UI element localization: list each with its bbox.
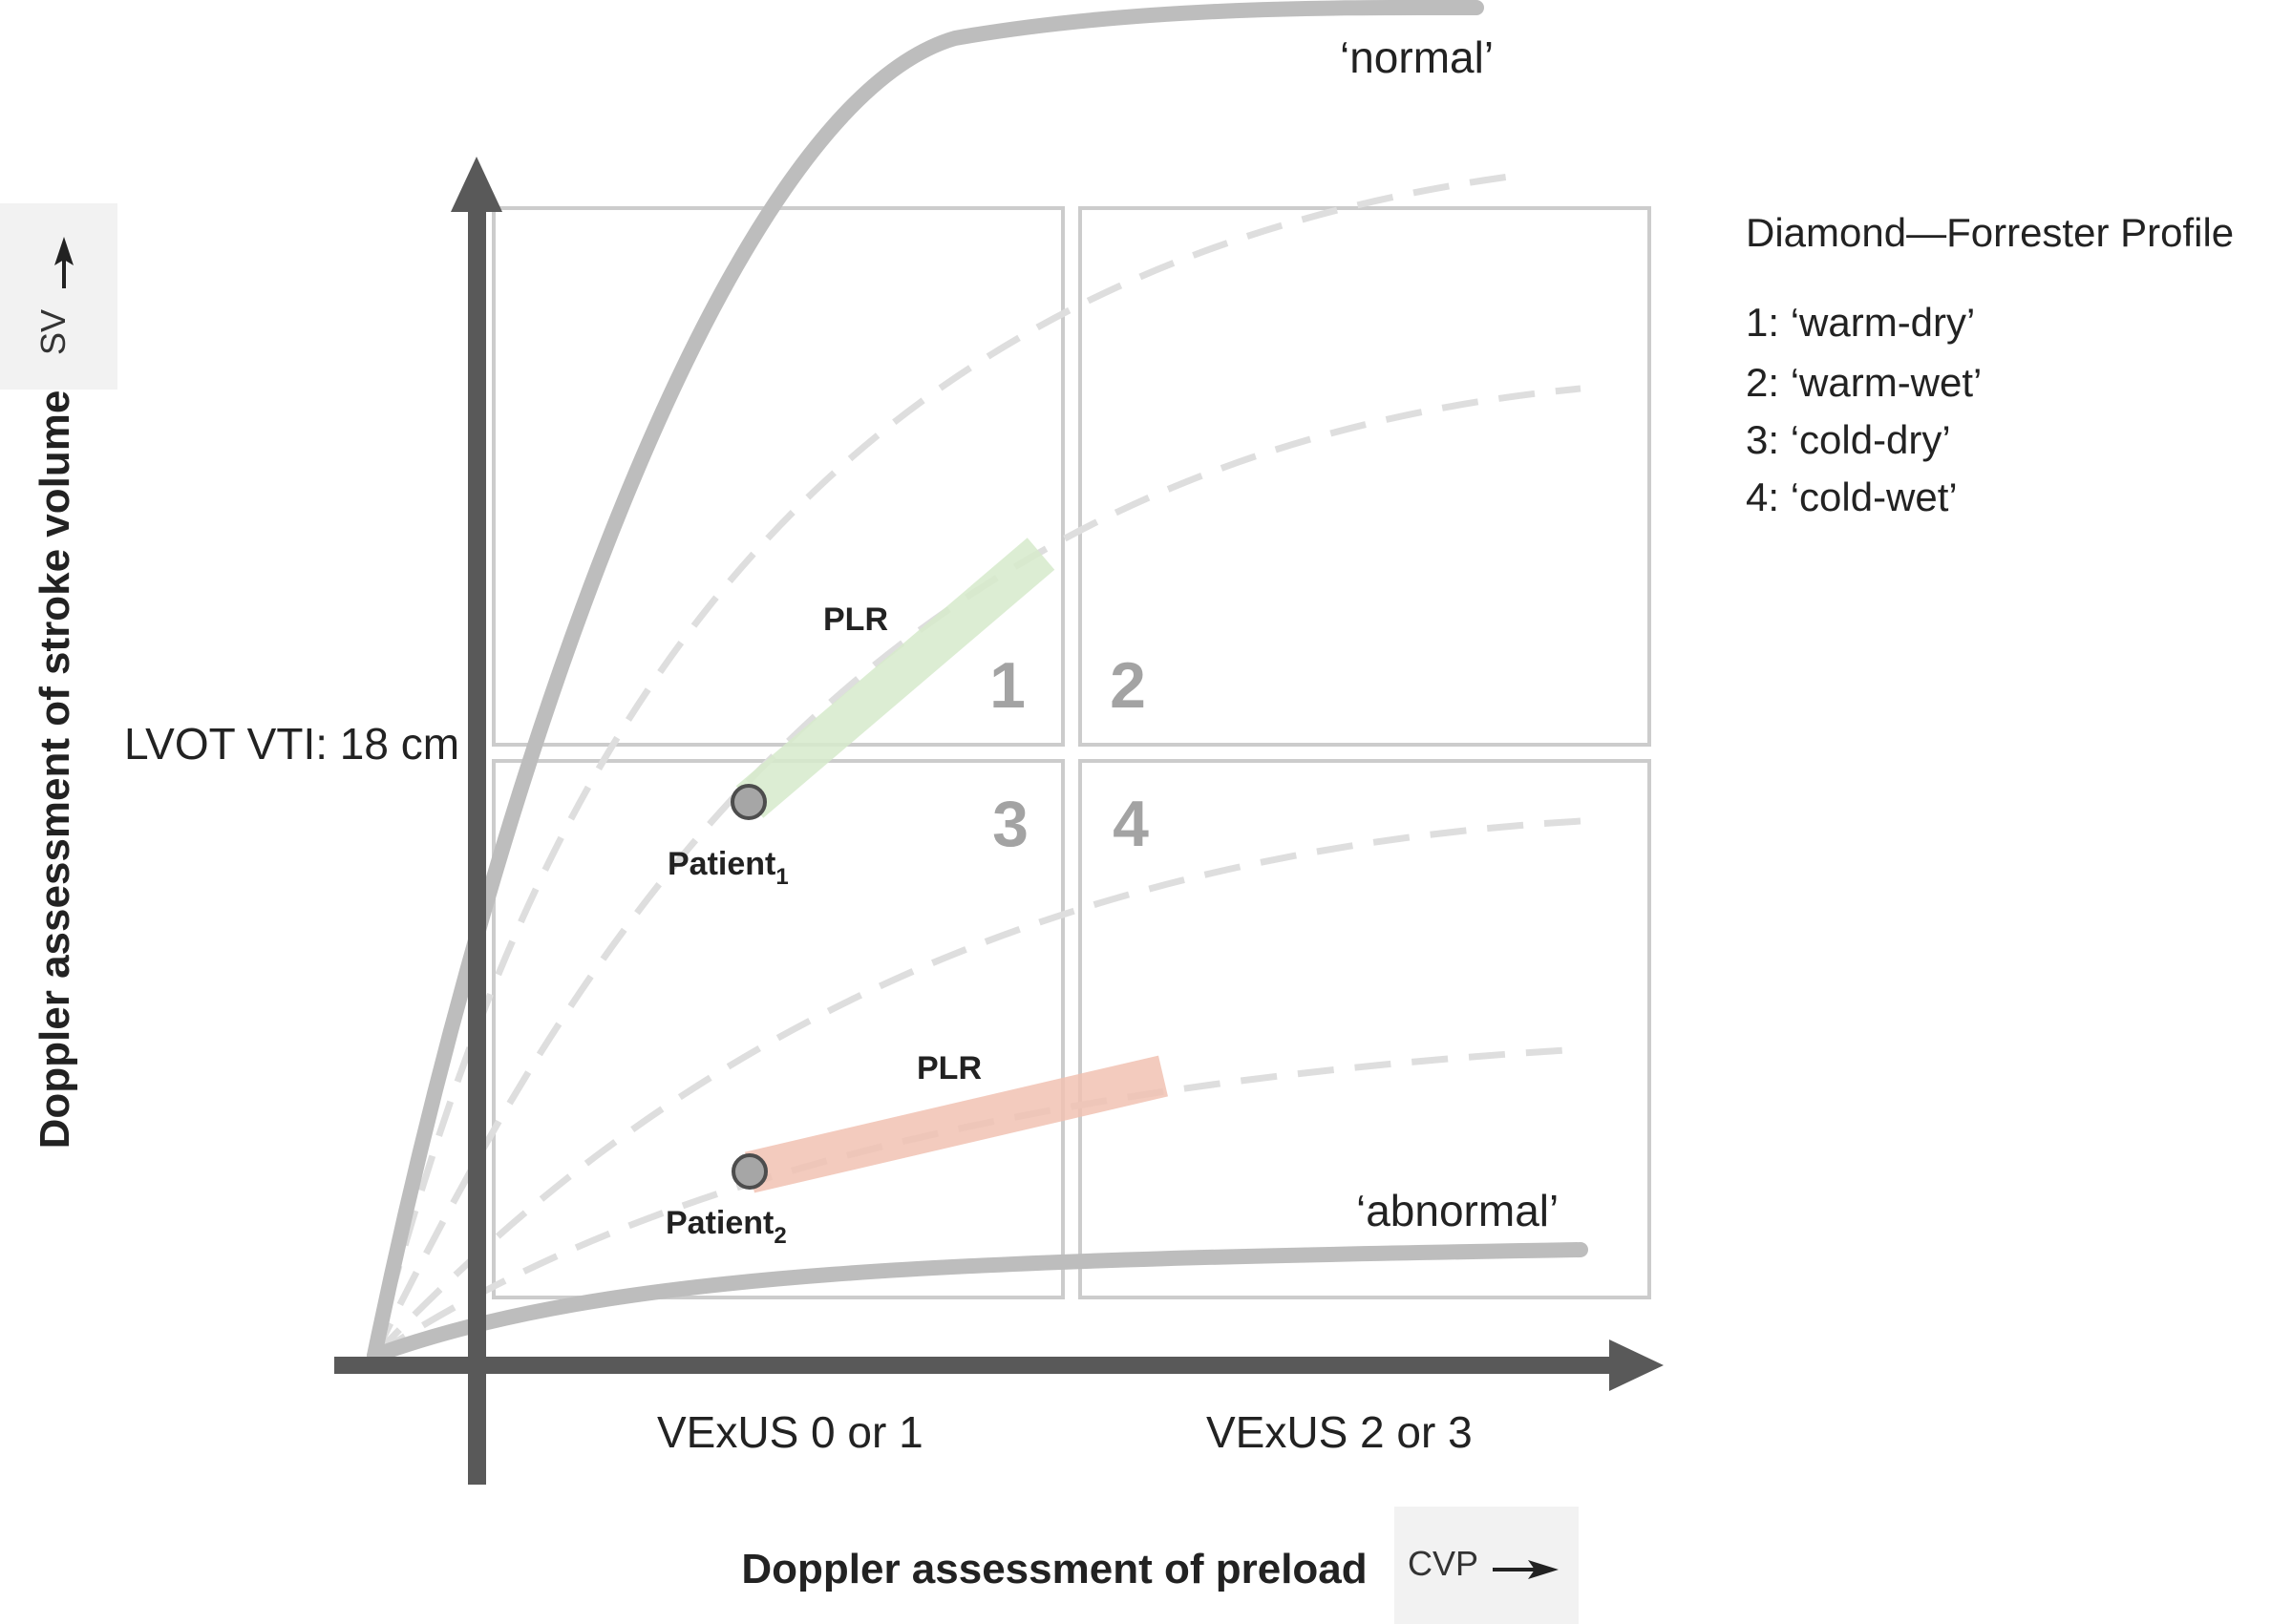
abnormal-curve (367, 1242, 1588, 1363)
y-axis-arrowhead (451, 157, 502, 212)
quadrant-number-3: 3 (992, 788, 1029, 860)
quadrant-4-box (1078, 759, 1651, 1299)
quadrant-number-4: 4 (1113, 788, 1149, 860)
x-axis-line (334, 1357, 1624, 1374)
y-axis-title: Doppler assessment of stroke volume (32, 390, 78, 1149)
x-left-category-label: VExUS 0 or 1 (657, 1407, 923, 1457)
patient-1-label: Patient1 (668, 846, 789, 890)
normal-curve (367, 0, 1484, 1363)
legend-title: Diamond—Forrester Profile (1746, 210, 2234, 255)
legend-item-2: 2: ‘warm-wet’ (1746, 360, 1982, 405)
frank-starling-curves (367, 0, 1588, 1363)
patient-1-name: Patient (668, 846, 775, 882)
normal-curve-label: ‘normal’ (1340, 32, 1494, 82)
legend-item-1: 1: ‘warm-dry’ (1746, 300, 1975, 345)
plr-band-patient-2 (745, 1055, 1168, 1193)
dashed-curve-3 (371, 817, 1581, 1359)
plr-label-patient-1: PLR (823, 601, 888, 638)
patient-2-dot (732, 1153, 768, 1190)
legend-item-3: 3: ‘cold-dry’ (1746, 417, 1951, 462)
plr-label-patient-2: PLR (917, 1050, 982, 1086)
patient-2-subscript: 2 (774, 1223, 786, 1249)
patient-2-name: Patient (666, 1205, 774, 1241)
plr-bands (735, 538, 1168, 1193)
cvp-box-background (1394, 1507, 1579, 1624)
sv-up-arrow-icon (54, 237, 74, 265)
abnormal-curve-label: ‘abnormal’ (1356, 1186, 1559, 1235)
patient-1-dot (731, 784, 767, 820)
x-axis-title: Doppler assessment of preload (741, 1546, 1367, 1592)
legend-item-4: 4: ‘cold-wet’ (1746, 475, 1958, 519)
x-right-category-label: VExUS 2 or 3 (1206, 1407, 1473, 1457)
patient-2-label: Patient2 (666, 1205, 787, 1249)
y-threshold-label: LVOT VTI: 18 cm (124, 719, 459, 769)
y-axis-line (468, 205, 486, 1485)
sv-box-label: SV (33, 309, 73, 355)
plr-band-patient-1 (735, 538, 1055, 818)
patient-1-subscript: 1 (775, 864, 788, 890)
quadrant-number-1: 1 (989, 649, 1026, 722)
intermediate-curves (371, 173, 1581, 1359)
sv-indicator-box: SV (0, 203, 117, 390)
dashed-curve-1 (371, 173, 1510, 1357)
dashed-curve-2 (371, 385, 1581, 1358)
quadrant-number-2: 2 (1110, 649, 1146, 722)
cvp-right-arrow-icon (1528, 1560, 1559, 1579)
quadrant-3-box (492, 759, 1065, 1299)
sv-box-background (0, 203, 117, 390)
patient-markers (731, 784, 768, 1190)
legend: Diamond—Forrester Profile 1: ‘warm-dry’ … (1746, 210, 2234, 519)
x-axis-arrowhead (1609, 1339, 1664, 1391)
cvp-indicator-box: CVP (1394, 1507, 1579, 1624)
quadrant-numbers: 1 2 3 4 (989, 649, 1149, 860)
quadrant-grid (492, 206, 1651, 1299)
axes (334, 157, 1664, 1485)
quadrant-1-box (492, 206, 1065, 747)
quadrant-2-box (1078, 206, 1651, 747)
cvp-box-label: CVP (1408, 1544, 1478, 1583)
